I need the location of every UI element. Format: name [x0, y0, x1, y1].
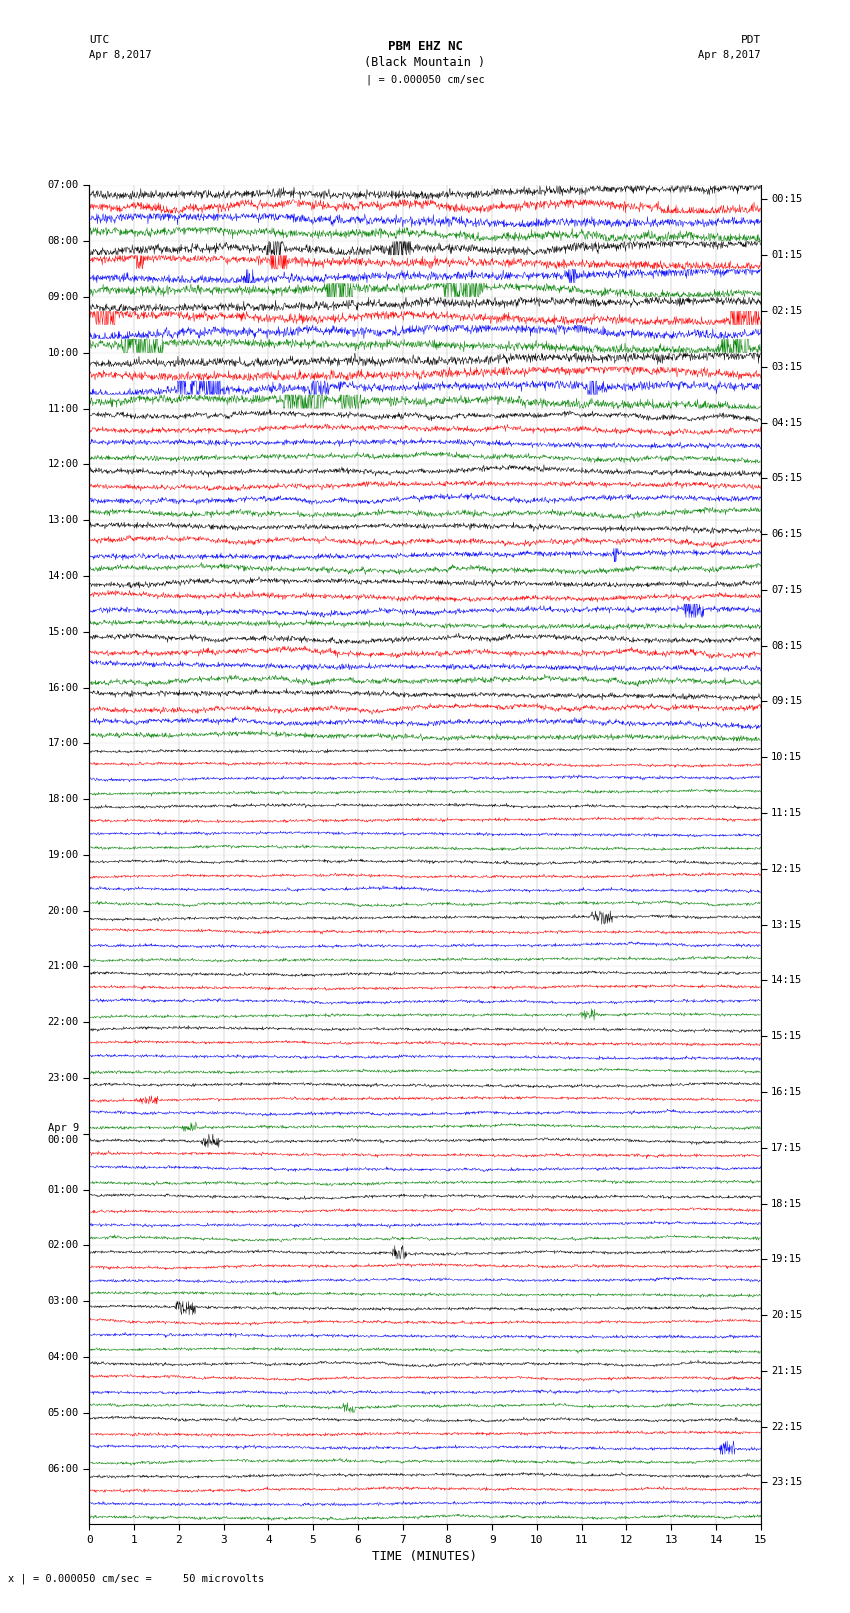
Text: Apr 8,2017: Apr 8,2017: [89, 50, 152, 60]
Text: PDT: PDT: [740, 35, 761, 45]
Text: Apr 8,2017: Apr 8,2017: [698, 50, 761, 60]
X-axis label: TIME (MINUTES): TIME (MINUTES): [372, 1550, 478, 1563]
Text: PBM EHZ NC: PBM EHZ NC: [388, 40, 462, 53]
Text: x | = 0.000050 cm/sec =     50 microvolts: x | = 0.000050 cm/sec = 50 microvolts: [8, 1573, 264, 1584]
Text: | = 0.000050 cm/sec: | = 0.000050 cm/sec: [366, 74, 484, 85]
Text: (Black Mountain ): (Black Mountain ): [365, 56, 485, 69]
Text: UTC: UTC: [89, 35, 110, 45]
